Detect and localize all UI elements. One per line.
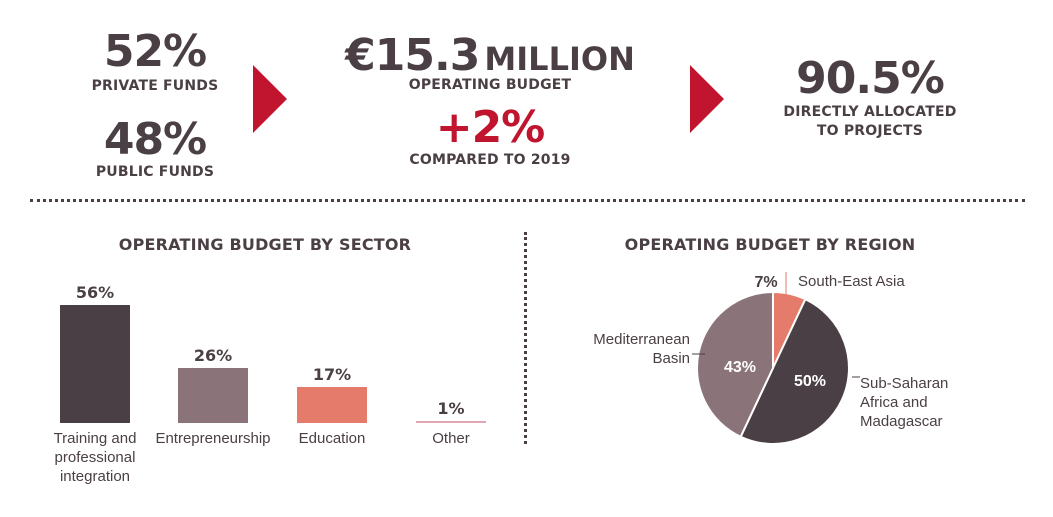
sector-chart-title: OPERATING BUDGET BY SECTOR <box>118 235 412 254</box>
allocated-label-line2: TO PROJECTS <box>816 123 924 139</box>
private-funds-value: 52% <box>103 26 207 77</box>
pie-value-label-0: 7% <box>754 274 777 291</box>
bar-3 <box>416 420 486 423</box>
bar-1 <box>178 368 248 423</box>
public-funds-value: 48% <box>103 114 207 165</box>
bar-0 <box>60 305 130 423</box>
pie-category-label-1-0: Sub-Saharan <box>860 375 948 392</box>
pie-value-label-2: 43% <box>724 359 756 376</box>
pie-category-label-0-0: South-East Asia <box>798 273 905 290</box>
bar-2 <box>297 387 367 423</box>
arrow-right-icon <box>253 65 287 133</box>
bar-category-label-0-0: Training and <box>53 430 137 447</box>
budget-value: €15.3 <box>345 30 480 81</box>
change-value: +2% <box>435 102 546 153</box>
pie-value-label-1: 50% <box>794 373 826 390</box>
region-chart-title: OPERATING BUDGET BY REGION <box>624 235 916 254</box>
bar-category-label-3-0: Other <box>432 430 470 447</box>
pie-category-label-2-0: Mediterranean <box>593 331 690 348</box>
budget-headline: €15.3 MILLION <box>330 30 650 81</box>
pie-category-label-2-1: Basin <box>652 350 690 367</box>
bar-category-label-2-0: Education <box>298 430 366 447</box>
allocated-value: 90.5% <box>796 53 945 104</box>
budget-label: OPERATING BUDGET <box>408 77 572 93</box>
change-label: COMPARED TO 2019 <box>409 152 571 168</box>
bar-value-label-3: 1% <box>437 398 465 418</box>
bar-category-label-0-1: professional <box>54 449 136 466</box>
bar-value-label-1: 26% <box>193 346 233 366</box>
bar-value-label-0: 56% <box>75 283 115 302</box>
pie-slice-2 <box>696 290 774 439</box>
bar-value-label-2: 17% <box>312 365 352 385</box>
pie-category-label-1-2: Madagascar <box>860 413 943 430</box>
region-pie-chart: 7% South-East Asia 50% Sub-Saharan Africa an… <box>593 272 948 445</box>
budget-unit: MILLION <box>484 40 635 78</box>
pie-slice-1 <box>739 297 850 445</box>
horizontal-divider <box>30 199 1025 202</box>
pie-category-label-1-1: Africa and <box>860 394 928 411</box>
arrow-right-icon-2 <box>690 65 724 133</box>
vertical-divider <box>524 232 527 444</box>
allocated-label-line1: DIRECTLY ALLOCATED <box>783 104 957 120</box>
private-funds-label: PRIVATE FUNDS <box>91 78 219 94</box>
bar-category-label-0-2: integration <box>59 468 131 485</box>
public-funds-label: PUBLIC FUNDS <box>95 164 215 180</box>
bar-category-label-1-0: Entrepreneurship <box>155 430 271 447</box>
